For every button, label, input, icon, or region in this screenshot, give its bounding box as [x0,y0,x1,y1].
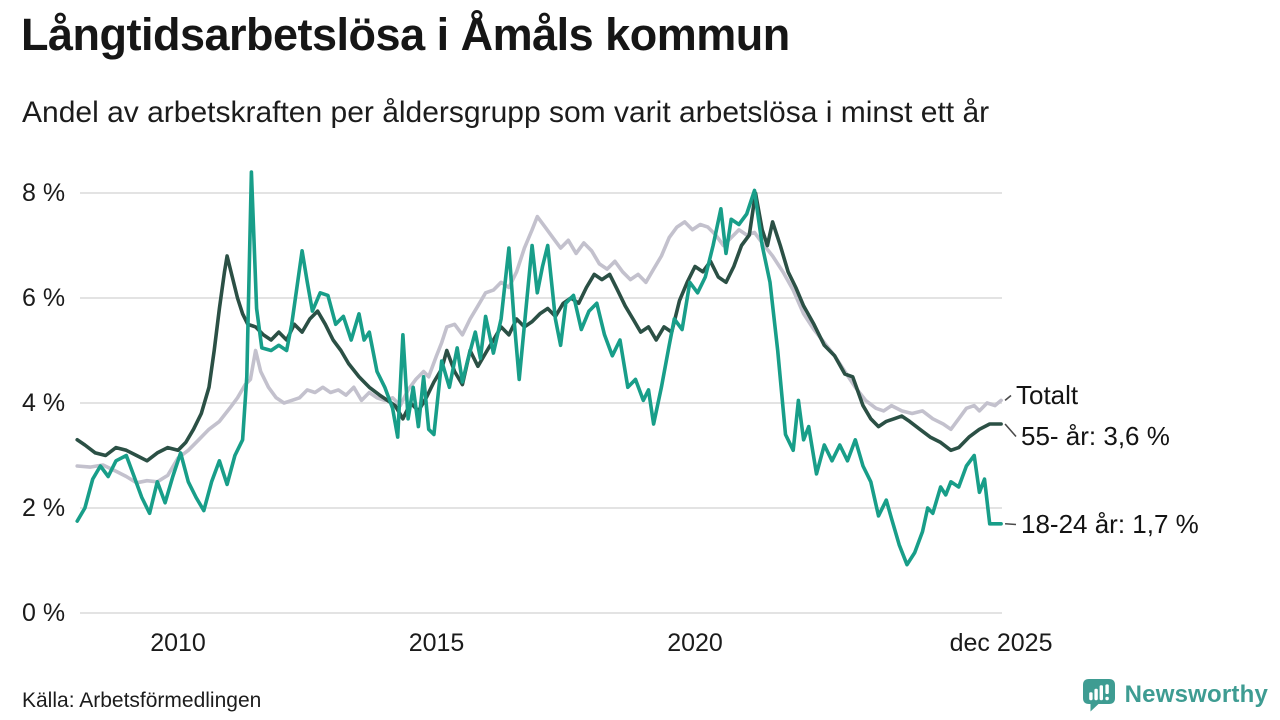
series-end-label-18-24-ar: 18-24 år: 1,7 % [1021,509,1199,539]
x-axis-tick-label-2020: 2020 [667,629,723,657]
y-axis-tick-label-6: 6 % [22,284,66,312]
y-axis-tick-label-4: 4 % [22,389,66,417]
x-axis-tick-label-2015: 2015 [408,629,465,657]
newsworthy-logo: Newsworthy [1081,677,1268,713]
y-axis-tick-label-8: 8 % [22,179,66,207]
page-title: Långtidsarbetslösa i Åmåls kommun [21,9,790,60]
page-subtitle: Andel av arbetskraften per åldersgrupp s… [22,96,990,129]
newsworthy-bubble-chart-icon [1082,679,1115,712]
series-end-label-55-ar: 55- år: 3,6 % [1021,421,1170,451]
source-note: Källa: Arbetsförmedlingen [22,689,262,712]
y-axis-tick-label-2: 2 % [22,494,66,522]
newsworthy-logo-text: Newsworthy [1124,681,1268,708]
x-axis-tick-label-2010: 2010 [150,629,206,657]
y-axis-tick-label-0: 0 % [22,599,66,627]
series-end-label-totalt: Totalt [1016,380,1079,410]
x-axis-tick-label-dec-2025: dec 2025 [949,629,1053,657]
